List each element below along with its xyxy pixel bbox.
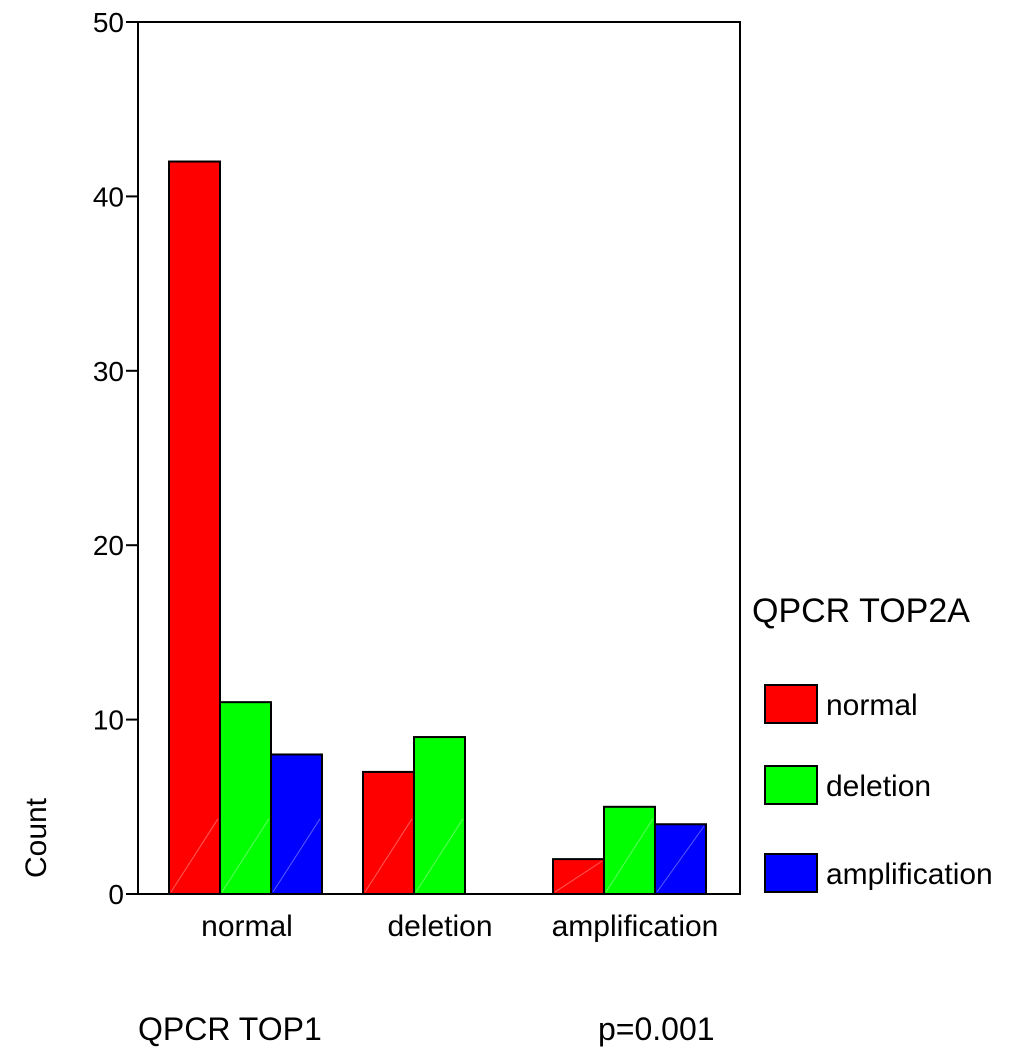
y-axis: 0 10 20 30 40 50 — [93, 7, 138, 910]
bar-deletion-deletion — [413, 736, 466, 895]
y-tick-label: 50 — [93, 7, 124, 38]
bars — [168, 160, 707, 895]
bar-normal-deletion — [362, 770, 415, 895]
x-tick-label: normal — [201, 910, 293, 943]
y-tick-label: 20 — [93, 530, 124, 561]
legend-swatch-deletion — [764, 765, 818, 805]
bar-amplification-amplification — [654, 823, 707, 895]
y-tick-label: 40 — [93, 181, 124, 212]
y-tick-label: 10 — [93, 705, 124, 736]
y-tick-label: 0 — [108, 879, 124, 910]
bar-hatch — [415, 818, 464, 893]
legend-label: deletion — [826, 770, 931, 803]
bar-amplification-normal — [270, 753, 323, 895]
p-value-annotation: p=0.001 — [598, 1011, 715, 1047]
bar-normal-normal — [168, 160, 221, 895]
bar-hatch — [554, 860, 603, 893]
legend: QPCR TOP2A normal deletion amplification — [752, 592, 993, 893]
bar-hatch — [272, 818, 321, 893]
bar-hatch — [364, 818, 413, 893]
x-axis-title: QPCR TOP1 — [138, 1011, 322, 1047]
bar-hatch — [221, 818, 270, 893]
legend-label: amplification — [826, 858, 993, 891]
bar-hatch — [170, 818, 219, 893]
x-tick-label: amplification — [552, 910, 719, 943]
x-tick-label: deletion — [387, 910, 492, 943]
y-axis-title: Count — [20, 797, 53, 878]
legend-swatch-amplification — [764, 853, 818, 893]
x-axis: normal deletion amplification — [201, 910, 718, 943]
bar-normal-amplification — [552, 858, 605, 895]
bar-hatch — [656, 825, 705, 893]
legend-label: normal — [826, 689, 918, 722]
bar-deletion-amplification — [603, 805, 656, 895]
legend-swatch-normal — [764, 684, 818, 724]
legend-title: QPCR TOP2A — [752, 592, 970, 630]
y-tick-label: 30 — [93, 356, 124, 387]
bar-hatch — [605, 818, 654, 893]
bar-deletion-normal — [219, 701, 272, 895]
